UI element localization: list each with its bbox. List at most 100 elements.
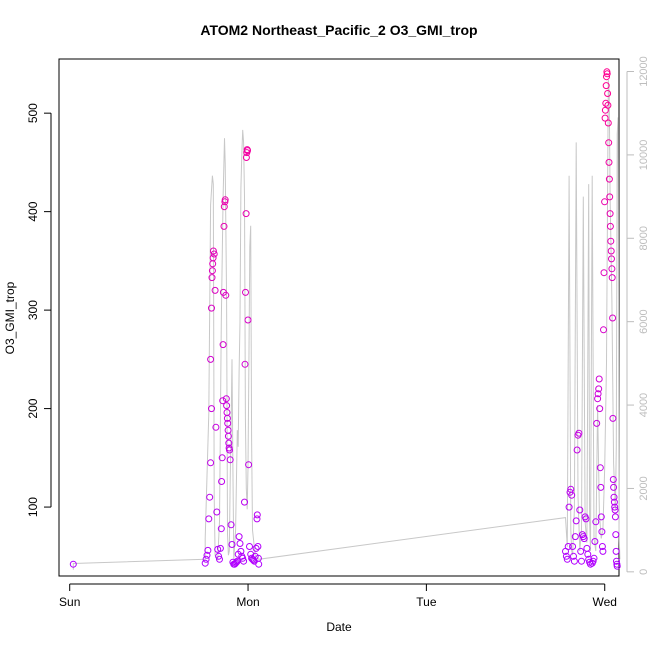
line-series-layer — [72, 79, 621, 570]
data-point — [594, 395, 602, 403]
data-point — [253, 511, 261, 519]
data-point — [595, 375, 603, 383]
y-axis-label: O3_GMI_trop — [3, 281, 17, 354]
data-point — [226, 456, 234, 464]
data-point — [216, 555, 223, 563]
data-point — [597, 483, 605, 491]
data-point — [608, 274, 616, 282]
data-point — [245, 461, 253, 469]
data-point — [224, 426, 232, 434]
data-point — [213, 508, 221, 516]
data-point — [607, 247, 615, 255]
data-point — [218, 454, 226, 462]
data-point — [211, 286, 219, 294]
data-point — [596, 464, 604, 472]
data-point — [610, 498, 618, 506]
data-point — [590, 554, 598, 562]
data-point — [603, 70, 611, 78]
data-point — [593, 419, 601, 427]
y2-tick-label: 2000 — [638, 476, 650, 500]
y2-tick-label: 12000 — [638, 56, 650, 87]
data-point — [212, 423, 220, 431]
data-point — [602, 82, 610, 90]
data-point — [598, 543, 606, 550]
data-point — [202, 555, 210, 563]
data-point — [575, 429, 583, 437]
data-point — [562, 552, 570, 560]
data-point — [204, 546, 212, 554]
data-point — [609, 414, 617, 422]
data-point — [244, 316, 252, 324]
data-point — [591, 538, 599, 545]
data-point — [237, 547, 245, 555]
data-point — [572, 517, 580, 525]
data-point — [605, 158, 613, 166]
data-point — [577, 547, 585, 555]
data-point — [217, 525, 225, 533]
data-point — [225, 439, 233, 447]
data-point — [605, 175, 613, 183]
data-point — [254, 543, 262, 550]
data-point — [210, 250, 218, 258]
data-point — [595, 385, 603, 393]
data-point — [218, 478, 226, 485]
data-point — [607, 237, 615, 245]
data-point — [589, 557, 597, 565]
data-point — [597, 513, 605, 521]
y2-tick-label: 4000 — [638, 393, 650, 417]
data-point — [612, 547, 620, 555]
data-point — [246, 543, 253, 550]
data-point — [222, 291, 230, 299]
data-point — [252, 544, 260, 552]
x-tick-label: Wed — [592, 595, 616, 609]
data-point — [244, 147, 251, 155]
data-point — [604, 101, 612, 109]
data-point — [220, 222, 228, 230]
data-point — [241, 360, 249, 368]
data-point — [598, 528, 606, 536]
data-point — [219, 341, 227, 349]
y-tick-label: 400 — [26, 201, 40, 221]
data-point — [596, 405, 604, 413]
data-point — [201, 559, 209, 567]
x-tick-label: Tue — [416, 595, 437, 609]
data-point — [227, 521, 235, 529]
data-point — [594, 390, 602, 398]
data-point — [215, 552, 223, 560]
data-point — [563, 555, 571, 563]
data-point — [604, 119, 612, 127]
data-point — [232, 559, 240, 567]
y2-tick-label: 0 — [638, 569, 650, 575]
data-point — [220, 203, 228, 211]
y2-tick-label: 6000 — [638, 309, 650, 333]
data-point — [582, 515, 590, 523]
y2-tick-label: 10000 — [638, 140, 650, 171]
data-point — [610, 483, 618, 491]
data-point — [255, 560, 263, 568]
data-point — [565, 503, 573, 511]
data-point — [240, 557, 248, 565]
x-tick-label: Mon — [236, 595, 259, 609]
data-point — [242, 288, 249, 296]
data-point — [233, 558, 240, 566]
data-point — [223, 414, 231, 422]
x-tick-label: Sun — [59, 595, 80, 609]
data-point — [576, 506, 584, 514]
y-axis-right: 0 2000 4000 6000 8000 10000 12000 — [626, 56, 650, 575]
data-point — [236, 540, 244, 547]
data-point — [610, 493, 618, 501]
data-point — [573, 446, 581, 454]
data-point — [611, 503, 619, 511]
data-point — [606, 193, 614, 201]
data-point — [235, 533, 243, 541]
data-point — [207, 459, 215, 467]
data-point — [583, 544, 591, 552]
y-tick-label: 100 — [26, 497, 40, 517]
y-axis-left: 100 200 300 400 500 — [26, 103, 52, 517]
data-point — [69, 560, 77, 568]
data-point — [602, 99, 610, 107]
line-series — [72, 79, 621, 570]
data-point — [223, 402, 231, 410]
data-point — [606, 222, 614, 230]
